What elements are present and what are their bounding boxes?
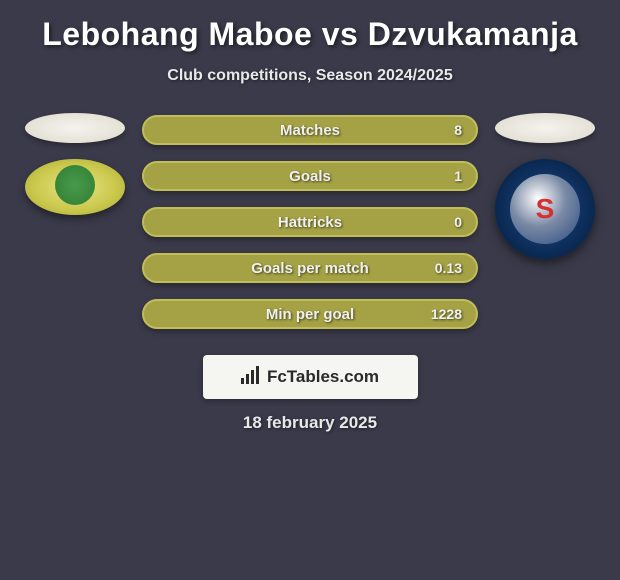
brand-logo: FcTables.com xyxy=(203,355,418,399)
player-right-avatar xyxy=(495,113,595,143)
stat-row-goals-per-match: Goals per match 0.13 xyxy=(142,253,478,283)
club-badge-left xyxy=(25,159,125,215)
comparison-card: Lebohang Maboe vs Dzvukamanja Club compe… xyxy=(0,0,620,443)
stat-row-goals: Goals 1 xyxy=(142,161,478,191)
player-left-column xyxy=(20,113,130,215)
stats-column: Matches 8 Goals 1 Hattricks 0 Goals per … xyxy=(142,113,478,329)
stat-right-value: 1228 xyxy=(422,306,462,322)
stat-label: Hattricks xyxy=(278,214,342,231)
club-badge-right-inner xyxy=(510,174,580,244)
chart-icon xyxy=(241,366,261,389)
main-content-row: Matches 8 Goals 1 Hattricks 0 Goals per … xyxy=(20,113,600,329)
stat-row-hattricks: Hattricks 0 xyxy=(142,207,478,237)
stat-label: Min per goal xyxy=(266,306,354,323)
stat-right-value: 8 xyxy=(422,122,462,138)
club-badge-right xyxy=(495,159,595,259)
footer-date: 18 february 2025 xyxy=(20,413,600,433)
stat-row-min-per-goal: Min per goal 1228 xyxy=(142,299,478,329)
subtitle: Club competitions, Season 2024/2025 xyxy=(20,67,600,85)
stat-row-matches: Matches 8 xyxy=(142,115,478,145)
stat-label: Goals xyxy=(289,168,331,185)
page-title: Lebohang Maboe vs Dzvukamanja xyxy=(20,16,600,53)
player-left-avatar xyxy=(25,113,125,143)
stat-label: Goals per match xyxy=(251,260,369,277)
stat-right-value: 1 xyxy=(422,168,462,184)
stat-right-value: 0 xyxy=(422,214,462,230)
brand-text: FcTables.com xyxy=(267,367,379,387)
stat-right-value: 0.13 xyxy=(422,260,462,276)
player-right-column xyxy=(490,113,600,259)
stat-label: Matches xyxy=(280,122,340,139)
